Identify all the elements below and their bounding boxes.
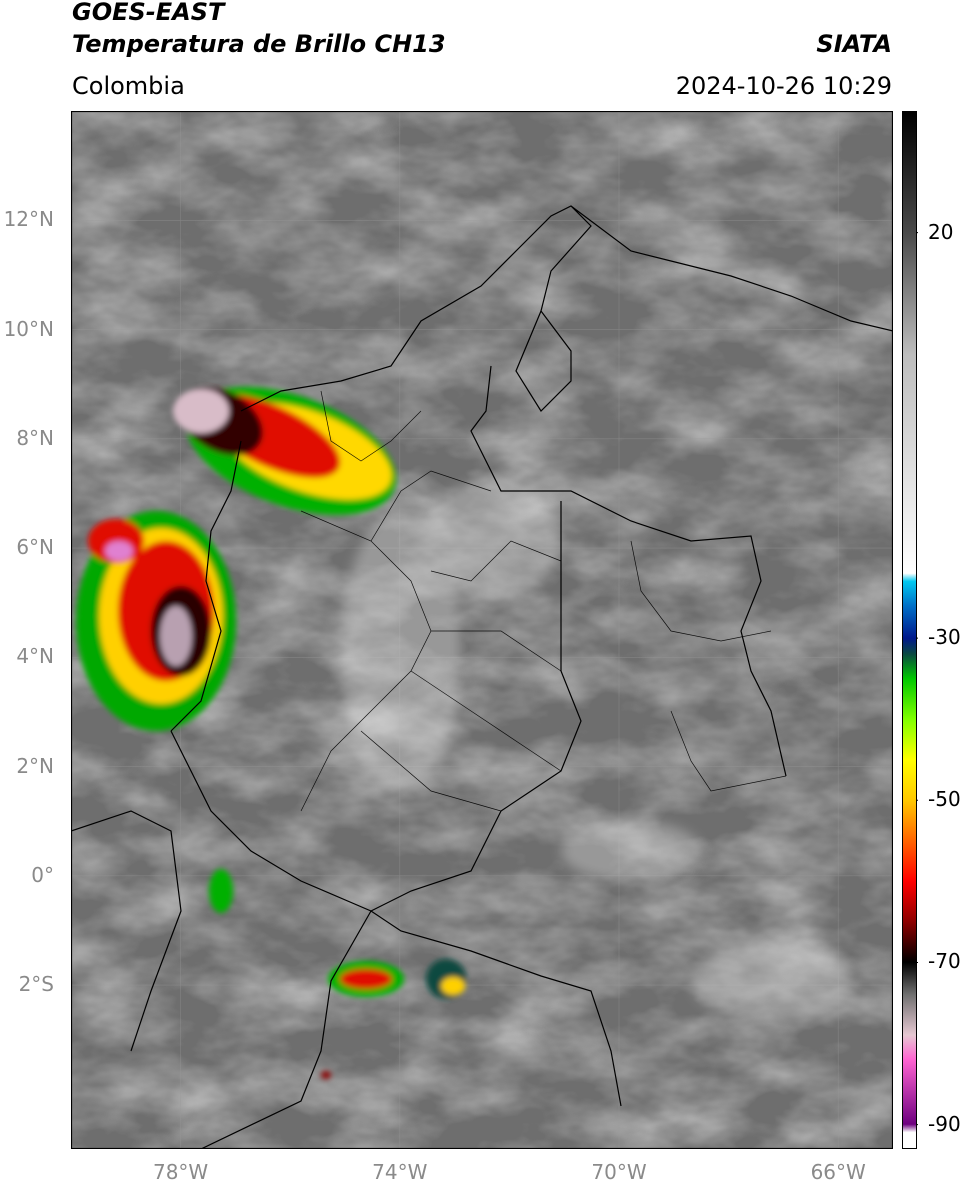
- map-frame: [71, 111, 893, 1149]
- cloud-highlights: [341, 481, 851, 1021]
- colorbar-ticks: [917, 232, 918, 1126]
- brightness-temperature-map: [71, 111, 893, 1149]
- storm-cell-tiny: [321, 1071, 331, 1079]
- lat-label: 8°N: [16, 425, 54, 450]
- storm-cell-south-1-red: [340, 969, 392, 989]
- colombia-peru-border: [370, 910, 622, 1107]
- storm-cell-pacific-core: [160, 606, 192, 666]
- colorbar-label: -50: [928, 787, 961, 812]
- product-title: Temperatura de Brillo CH13: [72, 30, 446, 58]
- source-label: SIATA: [816, 30, 892, 58]
- storm-cell-south-2-ring: [441, 977, 465, 995]
- storm-cell-nw-core: [173, 389, 229, 433]
- colombia-venezuela-border: [470, 365, 787, 777]
- colorbar-label: -70: [928, 949, 961, 974]
- lat-label: 0°: [31, 862, 54, 887]
- ecuador-coast: [71, 810, 182, 1052]
- lon-label: 66°W: [810, 1160, 866, 1184]
- lat-label: 4°N: [16, 644, 54, 669]
- caribbean-coast: [240, 205, 893, 412]
- lat-label: 2°S: [18, 972, 54, 997]
- satellite-title: GOES-EAST: [72, 0, 225, 26]
- colorbar-label: -90: [928, 1111, 961, 1136]
- colombia-east-south-border: [170, 501, 582, 912]
- region-label: Colombia: [72, 72, 185, 100]
- borders: [71, 205, 893, 1149]
- internal-borders: [300, 390, 787, 812]
- colorbar-label: 20: [928, 219, 954, 244]
- lat-label: 10°N: [3, 316, 54, 341]
- pacific-coast: [170, 440, 242, 732]
- colorbar-label: -30: [928, 625, 961, 650]
- storm-cell-amazon: [209, 869, 233, 913]
- lon-label: 70°W: [591, 1160, 647, 1184]
- lon-label: 74°W: [372, 1160, 428, 1184]
- lat-label: 2°N: [16, 753, 54, 778]
- lon-label: 78°W: [152, 1160, 209, 1184]
- storm-cells: [76, 386, 466, 1079]
- lat-label: 6°N: [16, 535, 54, 560]
- storm-cell-pacific-north-core: [105, 541, 133, 561]
- datetime-label: 2024-10-26 10:29: [675, 72, 892, 100]
- lat-label: 12°N: [3, 207, 54, 232]
- colorbar: [902, 111, 918, 1149]
- colorbar-fill: [902, 111, 917, 1149]
- peru-border: [200, 910, 372, 1149]
